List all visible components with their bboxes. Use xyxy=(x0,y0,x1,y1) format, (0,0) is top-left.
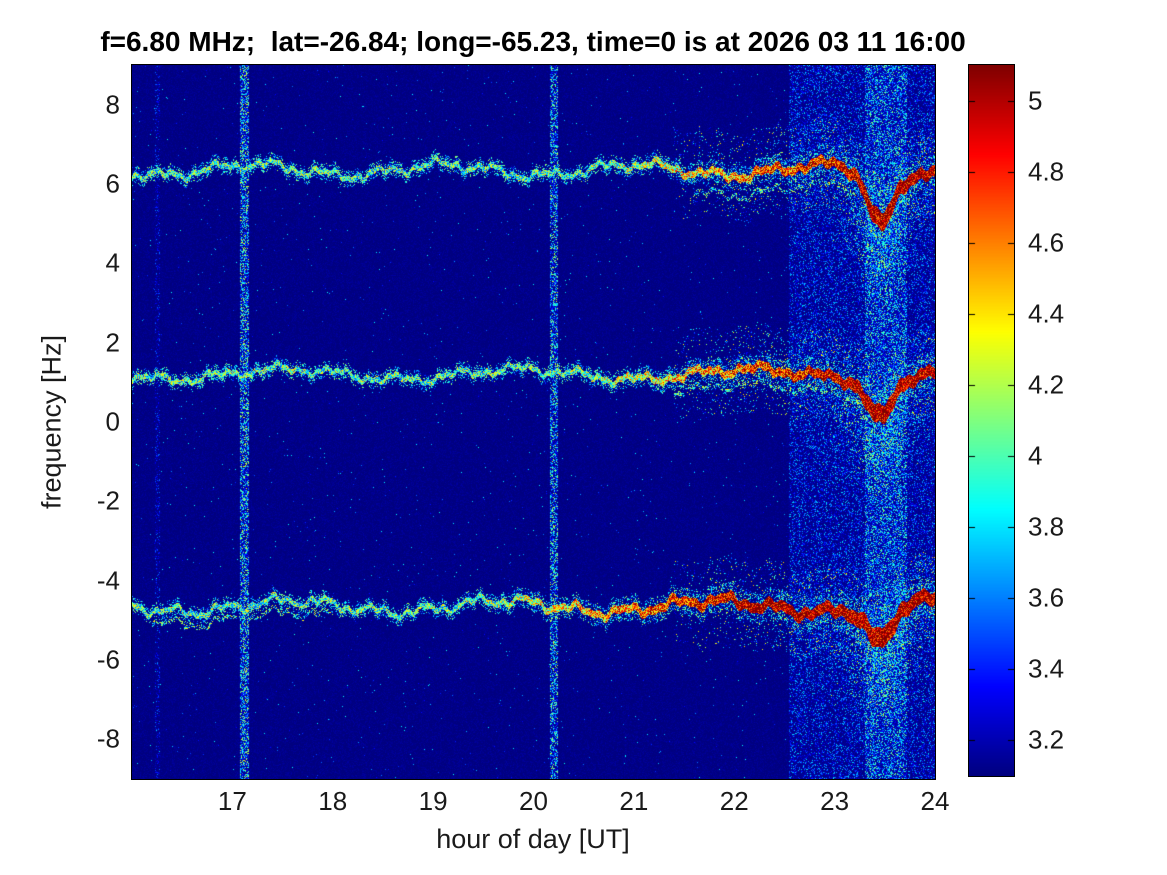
x-axis-label: hour of day [UT] xyxy=(436,824,630,854)
colorbar-tick-label: 4.6 xyxy=(1028,227,1065,258)
y-tick-label: -8 xyxy=(96,723,120,754)
y-tick-label: -4 xyxy=(96,565,120,596)
plot-title: f=6.80 MHz; lat=-26.84; long=-65.23, tim… xyxy=(100,26,966,57)
y-tick-label: 4 xyxy=(105,247,120,278)
colorbar-tick-label: 4.2 xyxy=(1028,369,1065,400)
y-tick-label: 0 xyxy=(105,406,120,437)
y-tick-label: 2 xyxy=(105,327,120,358)
y-tick-label: -2 xyxy=(96,485,120,516)
colorbar-canvas xyxy=(968,64,1015,777)
colorbar-tick-label: 3.2 xyxy=(1028,724,1065,755)
colorbar-tick-label: 3.4 xyxy=(1028,653,1065,684)
x-tick-label: 21 xyxy=(619,786,649,816)
colorbar-tick-label: 5 xyxy=(1028,85,1043,116)
colorbar-tick-label: 3.8 xyxy=(1028,511,1065,542)
y-tick-label: 6 xyxy=(105,168,120,199)
x-tick-label: 20 xyxy=(519,786,548,816)
colorbar-tick-label: 4 xyxy=(1028,440,1043,471)
x-tick-label: 22 xyxy=(719,786,749,816)
x-tick-label: 19 xyxy=(418,786,448,816)
y-tick-label: 8 xyxy=(105,89,120,120)
x-tick-label: 17 xyxy=(217,786,247,816)
x-tick-label: 24 xyxy=(920,786,950,816)
colorbar-tick-label: 4.8 xyxy=(1028,156,1065,187)
y-tick-label: -6 xyxy=(96,644,120,675)
x-tick-label: 23 xyxy=(820,786,850,816)
colorbar-tick-label: 4.4 xyxy=(1028,298,1065,329)
colorbar-tick-label: 3.6 xyxy=(1028,582,1065,613)
spectrogram-canvas xyxy=(131,64,936,780)
x-tick-label: 18 xyxy=(318,786,348,816)
